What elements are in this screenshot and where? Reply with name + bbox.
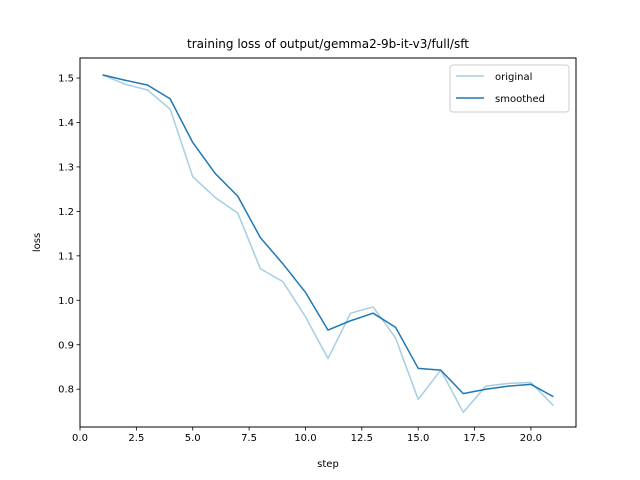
y-axis-label: loss [32, 233, 43, 252]
y-tick-label: 0.8 [58, 385, 74, 396]
x-tick-label: 17.5 [463, 433, 485, 444]
x-tick-label: 12.5 [351, 433, 373, 444]
chart-title: training loss of output/gemma2-9b-it-v3/… [187, 37, 469, 51]
y-tick-label: 0.9 [58, 340, 74, 351]
x-tick-label: 15.0 [407, 433, 429, 444]
y-tick-label: 1.3 [58, 162, 74, 173]
series-line-smoothed [102, 74, 554, 398]
x-axis: 0.0 2.5 5.0 7.5 10.0 12.5 15.0 17.5 20.0 [72, 427, 542, 444]
x-axis-label: step [317, 459, 339, 470]
x-tick-label: 10.0 [294, 433, 316, 444]
x-tick-label: 20.0 [520, 433, 542, 444]
x-tick-label: 2.5 [128, 433, 144, 444]
y-tick-label: 1.0 [58, 296, 74, 307]
series-line-original [102, 74, 554, 414]
legend: original smoothed [449, 64, 570, 113]
legend-label-smoothed: smoothed [495, 94, 545, 105]
y-tick-label: 1.5 [58, 74, 74, 85]
y-tick-label: 1.2 [58, 207, 74, 218]
legend-label-original: original [495, 72, 532, 83]
y-tick-label: 1.1 [58, 251, 74, 262]
x-tick-label: 7.5 [241, 433, 257, 444]
x-tick-label: 0.0 [72, 433, 88, 444]
plot-frame [79, 57, 577, 428]
series-lines [102, 74, 554, 414]
y-axis: 0.8 0.9 1.0 1.1 1.2 1.3 1.4 1.5 [58, 74, 80, 396]
y-tick-label: 1.4 [58, 118, 74, 129]
x-tick-label: 5.0 [185, 433, 201, 444]
